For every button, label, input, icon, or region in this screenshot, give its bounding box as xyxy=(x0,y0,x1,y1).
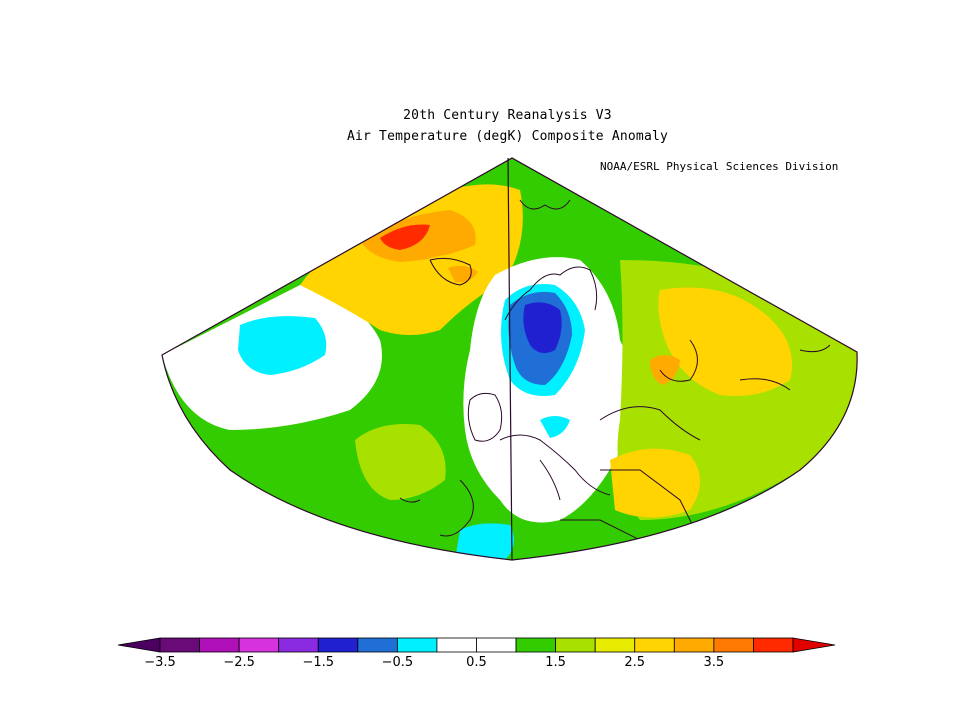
colorbar-tick-label: −3.5 xyxy=(144,655,176,670)
credit-label: NOAA/ESRL Physical Sciences Division xyxy=(600,160,839,173)
colorbar-swatch xyxy=(278,637,319,653)
region-north-africa-cool xyxy=(455,523,514,560)
colorbar-swatch xyxy=(634,637,675,653)
region-mediterranean-cool xyxy=(540,416,570,438)
region-atlantic-cool xyxy=(238,316,327,375)
region-central-europe-coldest xyxy=(523,302,562,354)
colorbar-tick-label: 2.5 xyxy=(624,655,646,670)
chart-title: 20th Century Reanalysis V3 xyxy=(403,108,612,123)
colorbar-over-arrow xyxy=(792,637,836,653)
colorbar-swatch xyxy=(476,637,517,653)
colorbar-tick-label: 0.5 xyxy=(466,655,487,670)
colorbar-tick-label: 3.5 xyxy=(703,655,725,670)
colorbar-tick-label: −0.5 xyxy=(381,655,414,670)
colorbar-tick-label: −1.5 xyxy=(302,655,335,670)
colorbar-swatch xyxy=(357,637,398,653)
colorbar-tick-label: 1.5 xyxy=(545,655,566,670)
colorbar-swatch xyxy=(555,637,596,653)
colorbar-swatch xyxy=(238,637,280,653)
colorbar-swatch xyxy=(515,637,557,653)
colorbar-tick-label: −2.5 xyxy=(223,655,255,670)
region-east-warm xyxy=(658,287,792,396)
colorbar-under-arrow xyxy=(117,637,161,653)
prime-meridian xyxy=(507,157,513,561)
colorbar-swatch xyxy=(594,637,636,653)
colorbar-swatch xyxy=(317,637,359,653)
coastlines xyxy=(399,199,831,541)
region-middle-east-warm xyxy=(610,448,700,518)
chart-subtitle: Air Temperature (degK) Composite Anomaly xyxy=(346,129,669,144)
region-caspian-orange xyxy=(650,355,680,385)
colorbar-swatch xyxy=(199,637,240,653)
colorbar-swatch xyxy=(713,637,754,653)
colorbar-swatch xyxy=(673,637,715,653)
region-iceland-orange xyxy=(448,265,478,283)
colorbar-swatch xyxy=(436,637,477,653)
colorbar-swatch xyxy=(396,637,438,653)
region-greenland-hot xyxy=(380,224,430,250)
colorbar-swatch xyxy=(753,637,794,653)
colorbar-swatch xyxy=(159,637,200,653)
region-azores-warm xyxy=(355,424,446,500)
